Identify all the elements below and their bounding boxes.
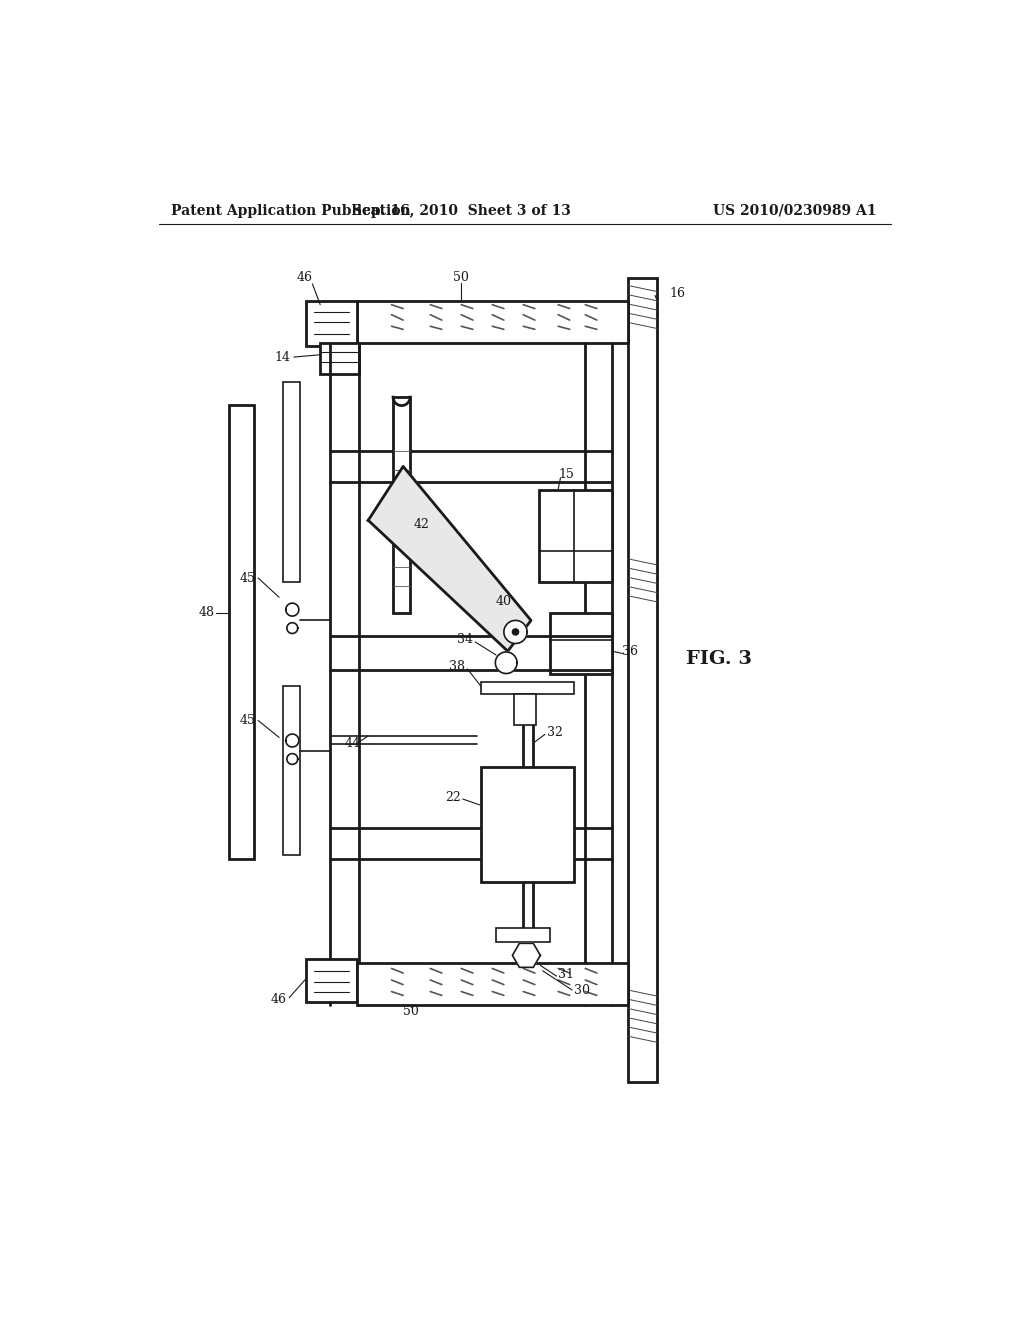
Text: 46: 46 bbox=[271, 993, 287, 1006]
Bar bbox=[480, 682, 573, 694]
Text: 32: 32 bbox=[547, 726, 562, 739]
Bar bbox=[356, 964, 628, 1006]
Text: Patent Application Publication: Patent Application Publication bbox=[171, 203, 411, 218]
Text: 46: 46 bbox=[297, 271, 312, 284]
Bar bbox=[228, 405, 254, 859]
Polygon shape bbox=[512, 944, 541, 968]
Polygon shape bbox=[369, 466, 531, 651]
Text: 31: 31 bbox=[558, 968, 574, 981]
Text: 36: 36 bbox=[623, 644, 638, 657]
Bar bbox=[283, 381, 300, 582]
Text: 30: 30 bbox=[573, 983, 590, 997]
Bar bbox=[628, 277, 657, 1082]
Text: 15: 15 bbox=[558, 467, 574, 480]
Text: 42: 42 bbox=[414, 517, 429, 531]
Polygon shape bbox=[512, 628, 518, 635]
Bar bbox=[514, 694, 536, 725]
Bar bbox=[306, 960, 356, 1002]
Polygon shape bbox=[504, 620, 527, 643]
Bar bbox=[496, 928, 550, 942]
Bar bbox=[550, 612, 612, 675]
Text: 14: 14 bbox=[274, 351, 291, 363]
Text: 22: 22 bbox=[445, 791, 461, 804]
Text: 40: 40 bbox=[496, 594, 512, 607]
Bar bbox=[306, 301, 356, 346]
Bar bbox=[356, 301, 628, 343]
Text: US 2010/0230989 A1: US 2010/0230989 A1 bbox=[713, 203, 877, 218]
Bar bbox=[393, 397, 410, 612]
Bar bbox=[321, 343, 359, 374]
Polygon shape bbox=[496, 652, 517, 673]
Text: 45: 45 bbox=[240, 714, 256, 727]
Text: 44: 44 bbox=[345, 737, 361, 750]
Bar bbox=[480, 767, 573, 882]
Bar bbox=[283, 686, 300, 855]
Text: Sep. 16, 2010  Sheet 3 of 13: Sep. 16, 2010 Sheet 3 of 13 bbox=[352, 203, 570, 218]
Text: 45: 45 bbox=[240, 572, 256, 585]
Text: 34: 34 bbox=[457, 634, 473, 647]
Text: FIG. 3: FIG. 3 bbox=[686, 649, 752, 668]
Bar bbox=[539, 490, 612, 582]
Text: 38: 38 bbox=[450, 660, 465, 673]
Text: 50: 50 bbox=[402, 1005, 419, 1018]
Text: 16: 16 bbox=[669, 286, 685, 300]
Text: 50: 50 bbox=[454, 271, 469, 284]
Text: 48: 48 bbox=[199, 606, 215, 619]
